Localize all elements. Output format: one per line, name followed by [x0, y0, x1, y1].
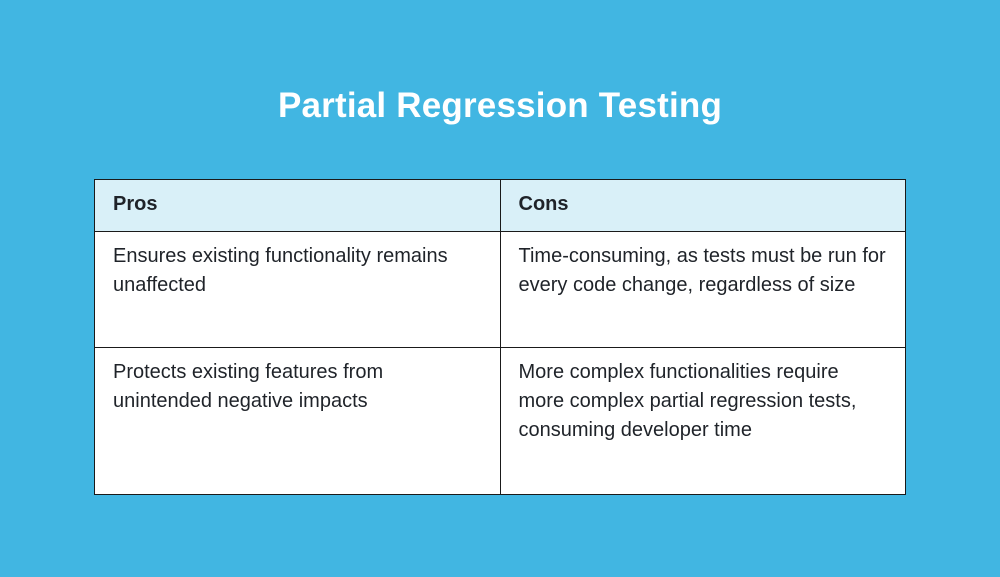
con-cell: Time-consuming, as tests must be run for…: [499, 231, 906, 348]
pro-cell: Ensures existing functionality remains u…: [94, 231, 501, 348]
table-row: Ensures existing functionality remains u…: [94, 231, 906, 348]
pro-cell: Protects existing features from unintend…: [94, 347, 501, 495]
table-header-row: Pros Cons: [94, 179, 906, 232]
pros-cons-table: Pros Cons Ensures existing functionality…: [94, 179, 906, 495]
con-cell: More complex functionalities require mor…: [499, 347, 906, 495]
page-title: Partial Regression Testing: [277, 86, 723, 125]
header-pros: Pros: [94, 179, 501, 232]
header-cons: Cons: [499, 179, 906, 232]
table-row: Protects existing features from unintend…: [94, 347, 906, 495]
